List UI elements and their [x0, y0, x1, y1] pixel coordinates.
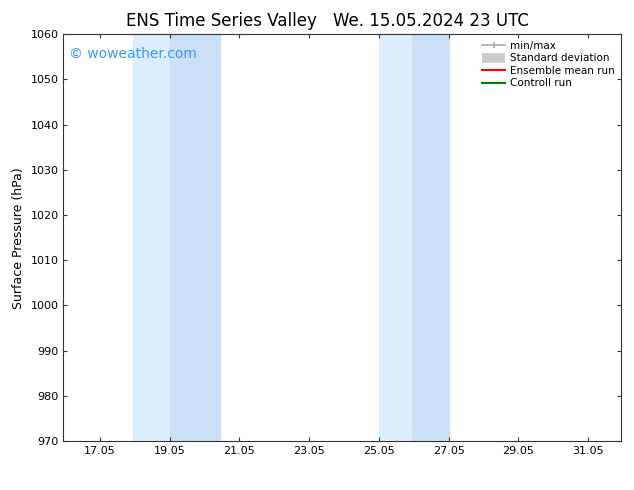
Text: We. 15.05.2024 23 UTC: We. 15.05.2024 23 UTC: [333, 12, 529, 30]
Bar: [412, 34, 449, 441]
Text: ENS Time Series Valley: ENS Time Series Valley: [126, 12, 318, 30]
Text: © woweather.com: © woweather.com: [69, 47, 197, 60]
Legend: min/max, Standard deviation, Ensemble mean run, Controll run: min/max, Standard deviation, Ensemble me…: [479, 37, 618, 92]
Bar: [170, 34, 221, 441]
Y-axis label: Surface Pressure (hPa): Surface Pressure (hPa): [12, 167, 25, 309]
Bar: [379, 34, 412, 441]
Bar: [133, 34, 170, 441]
